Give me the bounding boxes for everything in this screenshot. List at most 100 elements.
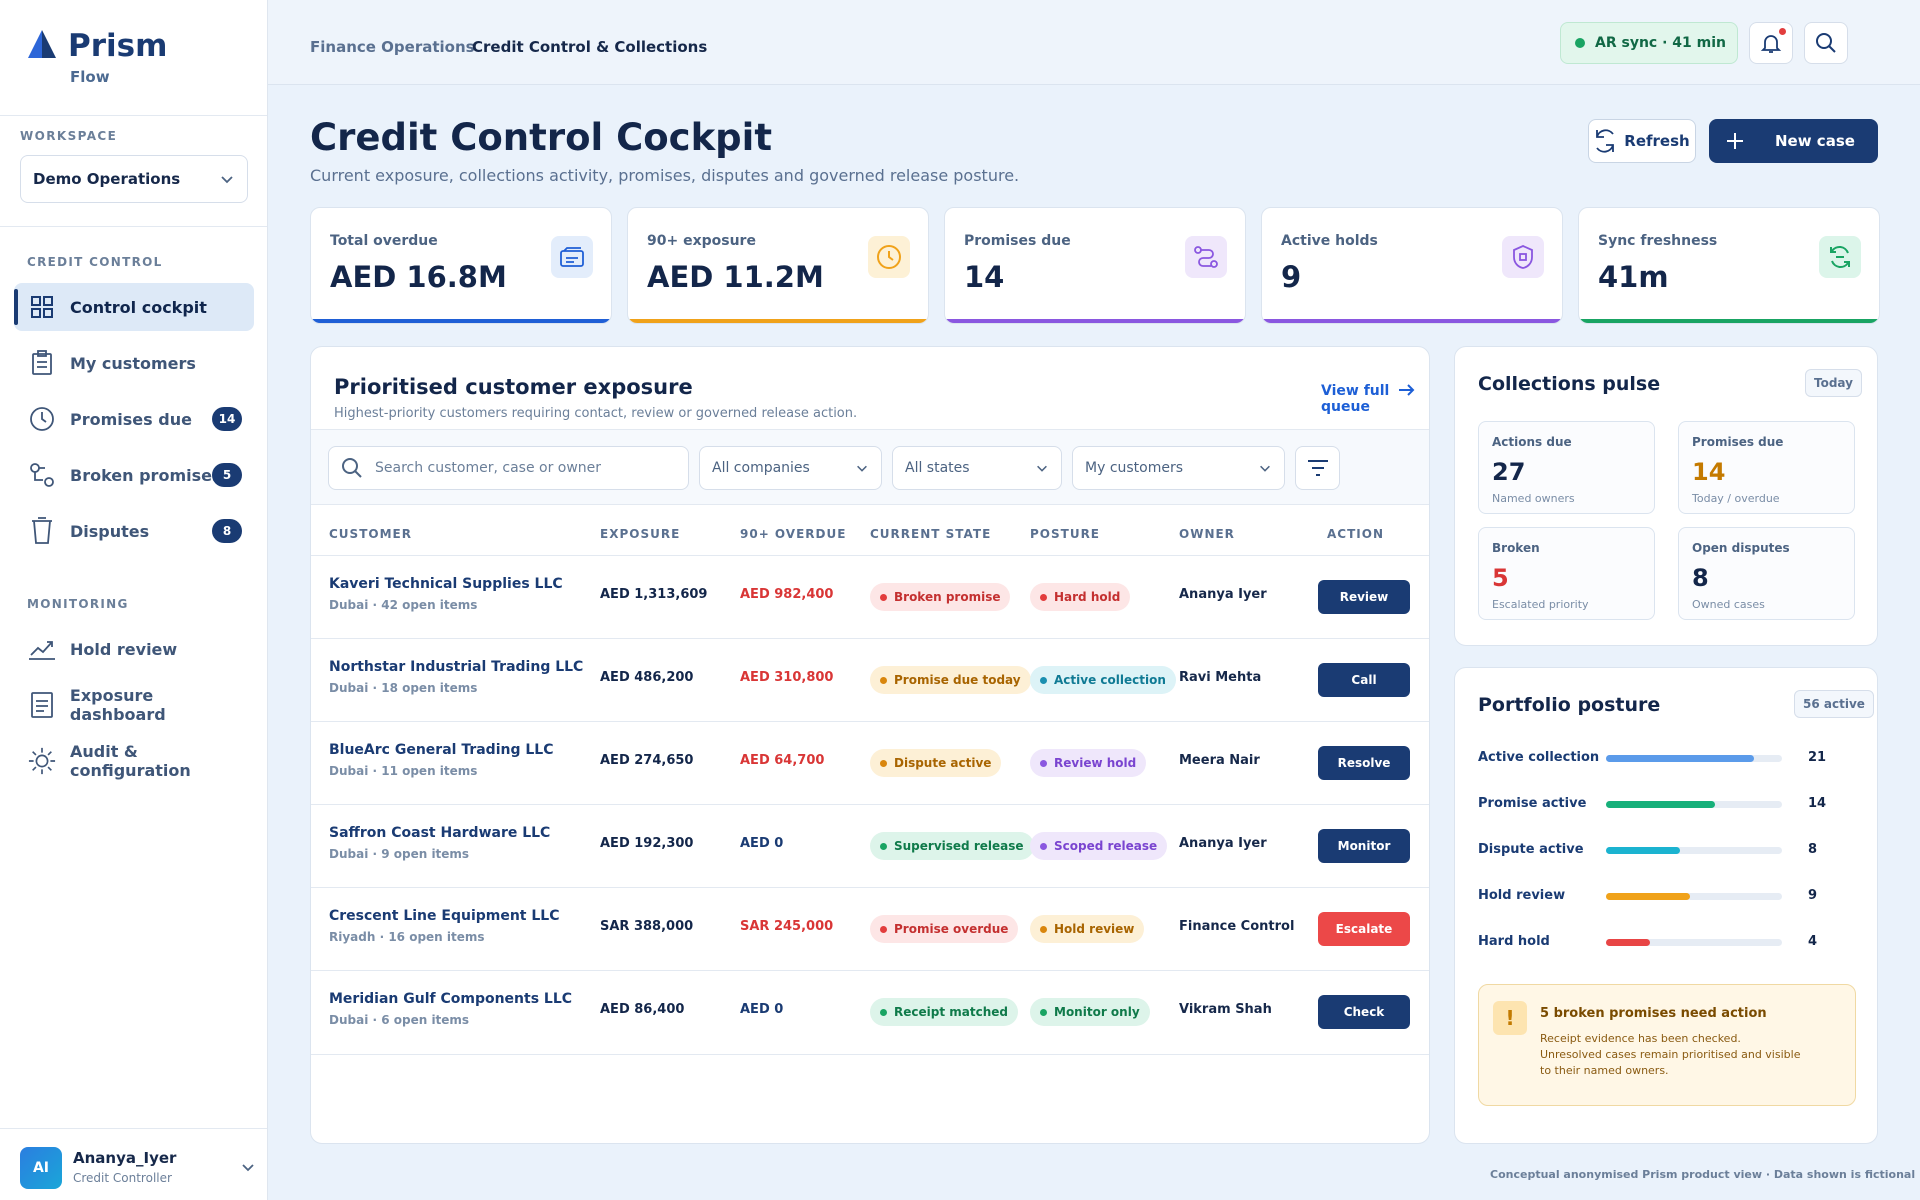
posture-row[interactable]: Promise active 14 <box>1478 794 1858 814</box>
table-row[interactable]: Kaveri Technical Supplies LLC Dubai · 42… <box>311 555 1429 638</box>
owner-name: Ananya Iyer <box>1179 587 1267 602</box>
divider <box>0 115 267 116</box>
state-label: Supervised release <box>894 839 1024 853</box>
sidebar-item-promises-due[interactable]: Promises due 14 <box>14 395 254 443</box>
posture-row[interactable]: Hard hold 4 <box>1478 932 1858 952</box>
filter-button[interactable] <box>1295 446 1340 490</box>
exposure-value: AED 486,200 <box>600 670 694 685</box>
posture-row[interactable]: Active collection 21 <box>1478 748 1858 768</box>
customer-meta: Dubai · 11 open items <box>329 764 478 778</box>
kpi-value: 9 <box>1281 260 1302 294</box>
user-menu[interactable]: AI Ananya_Iyer Credit Controller <box>0 1128 267 1200</box>
posture-row[interactable]: Dispute active 8 <box>1478 840 1858 860</box>
refresh-button[interactable]: Refresh <box>1588 119 1696 163</box>
posture-label: Hard hold <box>1054 590 1121 604</box>
column-header-posture[interactable]: POSTURE <box>1030 527 1101 541</box>
sidebar-item-my-customers[interactable]: My customers <box>14 339 254 387</box>
column-header-current-state[interactable]: CURRENT STATE <box>870 527 992 541</box>
column-header-exposure[interactable]: EXPOSURE <box>600 527 681 541</box>
check-button[interactable]: Check <box>1318 995 1410 1029</box>
pulse-open-disputes[interactable]: Open disputes 8 Owned cases <box>1678 527 1855 620</box>
column-header-customer[interactable]: CUSTOMER <box>329 527 412 541</box>
kpi-total-overdue[interactable]: Total overdue AED 16.8M <box>310 207 612 324</box>
sidebar-item-control-cockpit[interactable]: Control cockpit <box>14 283 254 331</box>
customer-name[interactable]: Northstar Industrial Trading LLC <box>329 659 584 675</box>
sidebar-item-broken-promises[interactable]: Broken promises 5 <box>14 451 254 499</box>
customer-name[interactable]: Meridian Gulf Components LLC <box>329 991 573 1007</box>
kpi-label: 90+ exposure <box>647 233 756 249</box>
prism-logo-icon <box>28 30 56 58</box>
pulse-promises-due[interactable]: Promises due 14 Today / overdue <box>1678 421 1855 514</box>
escalate-button[interactable]: Escalate <box>1318 912 1410 946</box>
owner-name: Vikram Shah <box>1179 1002 1272 1017</box>
table-row[interactable]: Meridian Gulf Components LLC Dubai · 6 o… <box>311 970 1429 1053</box>
sidebar-item-exposure-dashboard[interactable]: Exposure dashboard <box>14 681 254 729</box>
posture-row-label: Dispute active <box>1478 842 1584 857</box>
state-label: Broken promise <box>894 590 1001 604</box>
search-button[interactable] <box>1804 22 1848 64</box>
pulse-broken[interactable]: Broken 5 Escalated priority <box>1478 527 1655 620</box>
pulse-actions-due[interactable]: Actions due 27 Named owners <box>1478 421 1655 514</box>
posture-bar-fill <box>1606 939 1650 946</box>
table-row[interactable]: Saffron Coast Hardware LLC Dubai · 9 ope… <box>311 804 1429 887</box>
call-button[interactable]: Call <box>1318 663 1410 697</box>
promises-due-count-badge: 14 <box>212 407 242 431</box>
new-case-button[interactable]: New case <box>1709 119 1878 163</box>
kpi-promises-due[interactable]: Promises due 14 <box>944 207 1246 324</box>
review-button[interactable]: Review <box>1318 580 1410 614</box>
search-icon <box>342 458 362 478</box>
kpi-value: AED 16.8M <box>330 260 507 294</box>
search-field[interactable] <box>328 446 689 490</box>
notifications-button[interactable] <box>1749 22 1793 64</box>
grid-icon <box>28 293 56 321</box>
pulse-value: 27 <box>1492 458 1526 486</box>
pulse-label: Actions due <box>1492 435 1572 449</box>
sidebar-item-disputes[interactable]: Disputes 8 <box>14 507 254 555</box>
broken-promises-alert[interactable]: ! 5 broken promises need action Receipt … <box>1478 984 1856 1106</box>
workspace-select[interactable]: Demo Operations <box>20 155 248 203</box>
brand-logo[interactable]: Prism Flow <box>26 28 167 86</box>
state-filter-select[interactable]: All states <box>892 446 1062 490</box>
view-full-queue-link[interactable]: View full queue <box>1321 383 1390 415</box>
owner-filter-select[interactable]: My customers <box>1072 446 1285 490</box>
customer-name[interactable]: Saffron Coast Hardware LLC <box>329 825 551 841</box>
new-case-label: New case <box>1775 132 1855 150</box>
sidebar-item-hold-review[interactable]: Hold review <box>14 625 254 673</box>
state-badge: Broken promise <box>870 583 1011 611</box>
breadcrumb-parent[interactable]: Finance Operations <box>310 38 475 56</box>
column-header-overdue[interactable]: 90+ OVERDUE <box>740 527 847 541</box>
sidebar-item-audit-configuration[interactable]: Audit & configuration <box>14 737 254 785</box>
page-subtitle: Current exposure, collections activity, … <box>310 166 1020 185</box>
company-filter-select[interactable]: All companies <box>699 446 882 490</box>
customer-name[interactable]: BlueArc General Trading LLC <box>329 742 554 758</box>
state-badge: Supervised release <box>870 832 1034 860</box>
table-row[interactable]: Crescent Line Equipment LLC Riyadh · 16 … <box>311 887 1429 970</box>
card-title: Portfolio posture <box>1478 694 1661 716</box>
customer-name[interactable]: Crescent Line Equipment LLC <box>329 908 560 924</box>
exposure-value: SAR 388,000 <box>600 919 694 934</box>
posture-row[interactable]: Hold review 9 <box>1478 886 1858 906</box>
kpi-accent-bar <box>1262 319 1562 323</box>
column-header-owner[interactable]: OWNER <box>1179 527 1235 541</box>
kpi-active-holds[interactable]: Active holds 9 <box>1261 207 1563 324</box>
customer-name[interactable]: Kaveri Technical Supplies LLC <box>329 576 563 592</box>
sidebar-item-label: Exposure dashboard <box>69 686 166 724</box>
posture-bar-fill <box>1606 893 1691 900</box>
column-header-action: ACTION <box>1327 527 1384 541</box>
kpi-label: Sync freshness <box>1598 233 1718 249</box>
period-chip[interactable]: Today <box>1805 369 1862 397</box>
table-row[interactable]: Northstar Industrial Trading LLC Dubai ·… <box>311 638 1429 721</box>
status-dot <box>880 1008 887 1016</box>
search-input[interactable] <box>375 460 675 476</box>
posture-bar-fill <box>1606 847 1680 854</box>
resolve-button[interactable]: Resolve <box>1318 746 1410 780</box>
state-label: Dispute active <box>894 756 992 770</box>
disputes-count-badge: 8 <box>212 519 242 543</box>
pulse-value: 8 <box>1692 564 1709 592</box>
kpi-90-plus-exposure[interactable]: 90+ exposure AED 11.2M <box>627 207 929 324</box>
kpi-sync-freshness[interactable]: Sync freshness 41m <box>1578 207 1880 324</box>
monitor-button[interactable]: Monitor <box>1318 829 1410 863</box>
state-badge: Promise due today <box>870 666 1031 694</box>
route-icon <box>1185 236 1227 278</box>
table-row[interactable]: BlueArc General Trading LLC Dubai · 11 o… <box>311 721 1429 804</box>
